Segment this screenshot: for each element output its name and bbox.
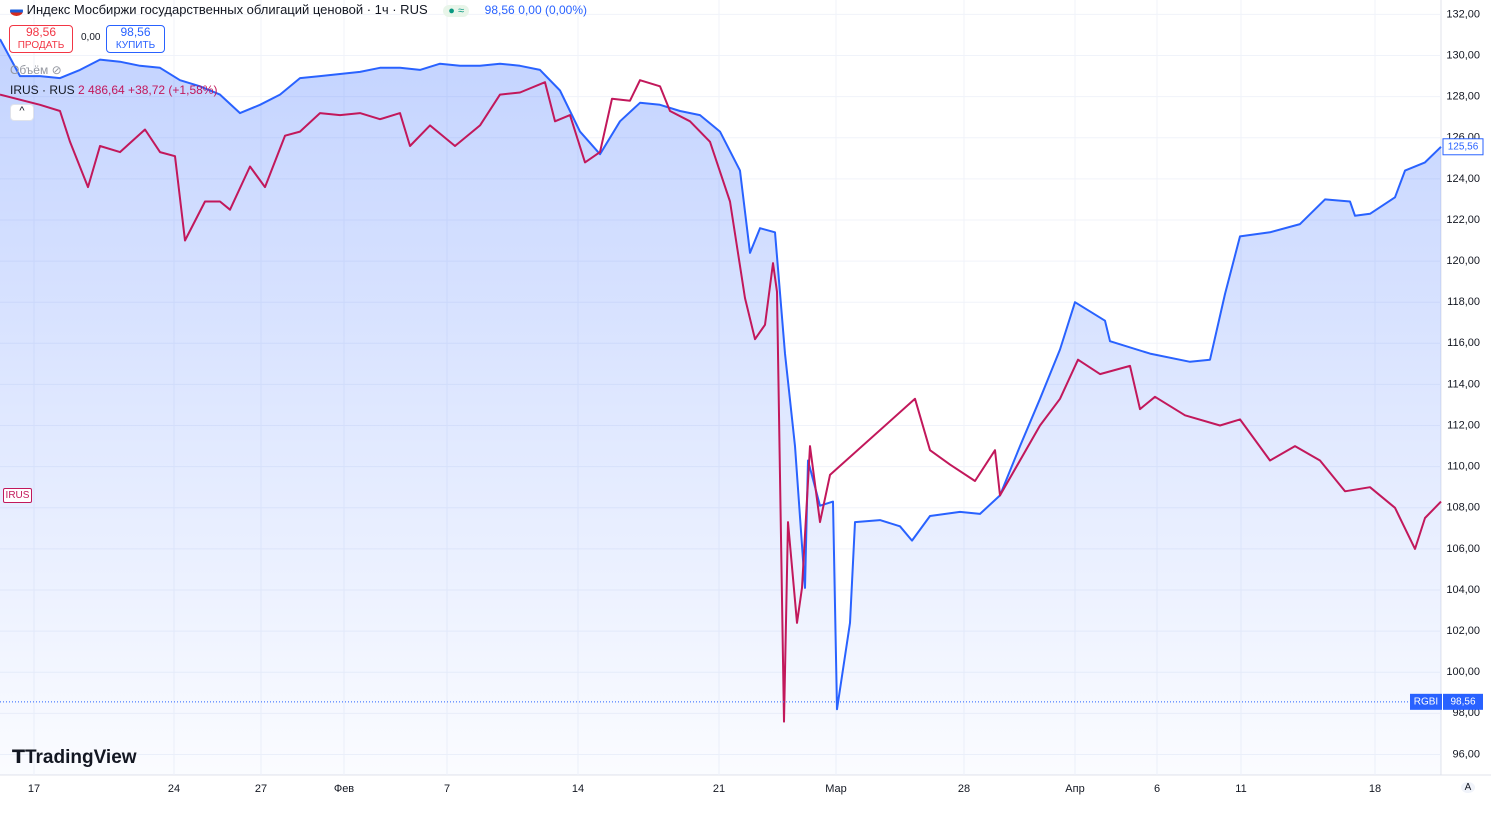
x-tick-label: Апр: [1065, 783, 1084, 795]
y-tick-label: 104,00: [1446, 584, 1480, 596]
sell-button[interactable]: 98,56 ПРОДАТЬ: [9, 25, 73, 53]
price-tag-bg: [1443, 693, 1483, 710]
y-tick-label: 112,00: [1447, 419, 1480, 431]
y-tick-label: 108,00: [1446, 502, 1480, 514]
title: Индекс Мосбиржи государственных облигаци…: [26, 2, 428, 17]
flag-icon: [10, 5, 23, 16]
x-tick-label: 6: [1154, 783, 1160, 795]
series-line: [0, 79, 1442, 723]
buy-button[interactable]: 98,56 КУПИТЬ: [106, 25, 165, 53]
y-tick-label: 120,00: [1446, 255, 1480, 267]
change: 0,00 (0,00%): [518, 3, 588, 17]
y-tick-label: 130,00: [1446, 49, 1480, 61]
spread: 0,00: [81, 32, 101, 43]
compare-tag: IRUS: [3, 488, 32, 503]
logo: 𝗧TradingView: [12, 746, 137, 768]
y-tick-label: 110,00: [1447, 461, 1480, 473]
y-tick-label: 100,00: [1446, 666, 1480, 678]
y-tick-label: 96,00: [1452, 748, 1480, 760]
sell-label: ПРОДАТЬ: [17, 40, 65, 51]
y-tick-label: 98,00: [1452, 707, 1480, 719]
series-line: [0, 38, 1442, 711]
x-tick-label: 18: [1369, 783, 1381, 795]
price-tag-name: RGBI: [1414, 696, 1438, 707]
x-tick-label: Фев: [334, 783, 354, 795]
last-price-bg: [1442, 138, 1484, 156]
sell-price: 98,56: [25, 25, 57, 39]
x-tick-label: 11: [1235, 783, 1246, 795]
y-tick-label: 132,00: [1446, 8, 1480, 20]
y-tick-label: 128,00: [1446, 91, 1480, 103]
y-tick-label: 122,00: [1446, 214, 1480, 226]
collapse-button[interactable]: ^: [10, 104, 34, 121]
x-tick-label: 28: [958, 783, 970, 795]
x-tick-label: 24: [168, 783, 180, 795]
buy-price: 98,56: [120, 25, 151, 39]
volume-legend[interactable]: Объём ⊘: [10, 63, 62, 77]
price-tag-bg: [1410, 693, 1442, 710]
status-badge[interactable]: ● ≈: [443, 5, 470, 17]
y-tick-label: 114,00: [1447, 378, 1480, 390]
x-tick-label: 17: [28, 783, 40, 795]
price-tag-value: 98,56: [1450, 696, 1475, 707]
volume-label: Объём: [10, 63, 49, 77]
symbol-title: Индекс Мосбиржи государственных облигаци…: [10, 2, 587, 17]
quote: 98,56: [484, 3, 515, 17]
auto-scale[interactable]: A: [1461, 782, 1475, 793]
y-tick-label: 102,00: [1446, 625, 1480, 637]
last-price-label: 125,56: [1448, 141, 1479, 152]
compare-symbol: IRUS · RUS: [10, 83, 75, 97]
area: [0, 39, 1441, 776]
y-tick-label: 116,00: [1447, 337, 1480, 349]
x-tick-label: 7: [444, 783, 450, 795]
compare-quote: 2 486,64 +38,72 (+1,58%): [78, 83, 218, 97]
x-tick-label: Мар: [825, 783, 847, 795]
x-tick-label: 14: [572, 783, 584, 795]
x-tick-label: 27: [255, 783, 267, 795]
logo-text: TradingView: [24, 747, 137, 768]
compare-legend: IRUS · RUS 2 486,64 +38,72 (+1,58%): [10, 83, 217, 97]
y-tick-label: 118,00: [1447, 296, 1480, 308]
y-tick-label: 124,00: [1446, 173, 1480, 185]
buy-label: КУПИТЬ: [115, 40, 156, 51]
y-tick-label: 106,00: [1446, 543, 1480, 555]
x-tick-label: 21: [713, 783, 725, 795]
